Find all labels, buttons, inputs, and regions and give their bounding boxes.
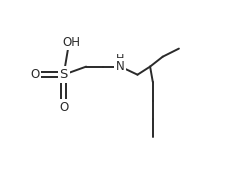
- Text: N: N: [115, 60, 124, 73]
- Text: H: H: [116, 53, 124, 64]
- Text: O: O: [30, 68, 39, 81]
- Text: S: S: [59, 68, 68, 81]
- Text: O: O: [59, 101, 68, 114]
- Text: OH: OH: [62, 36, 79, 49]
